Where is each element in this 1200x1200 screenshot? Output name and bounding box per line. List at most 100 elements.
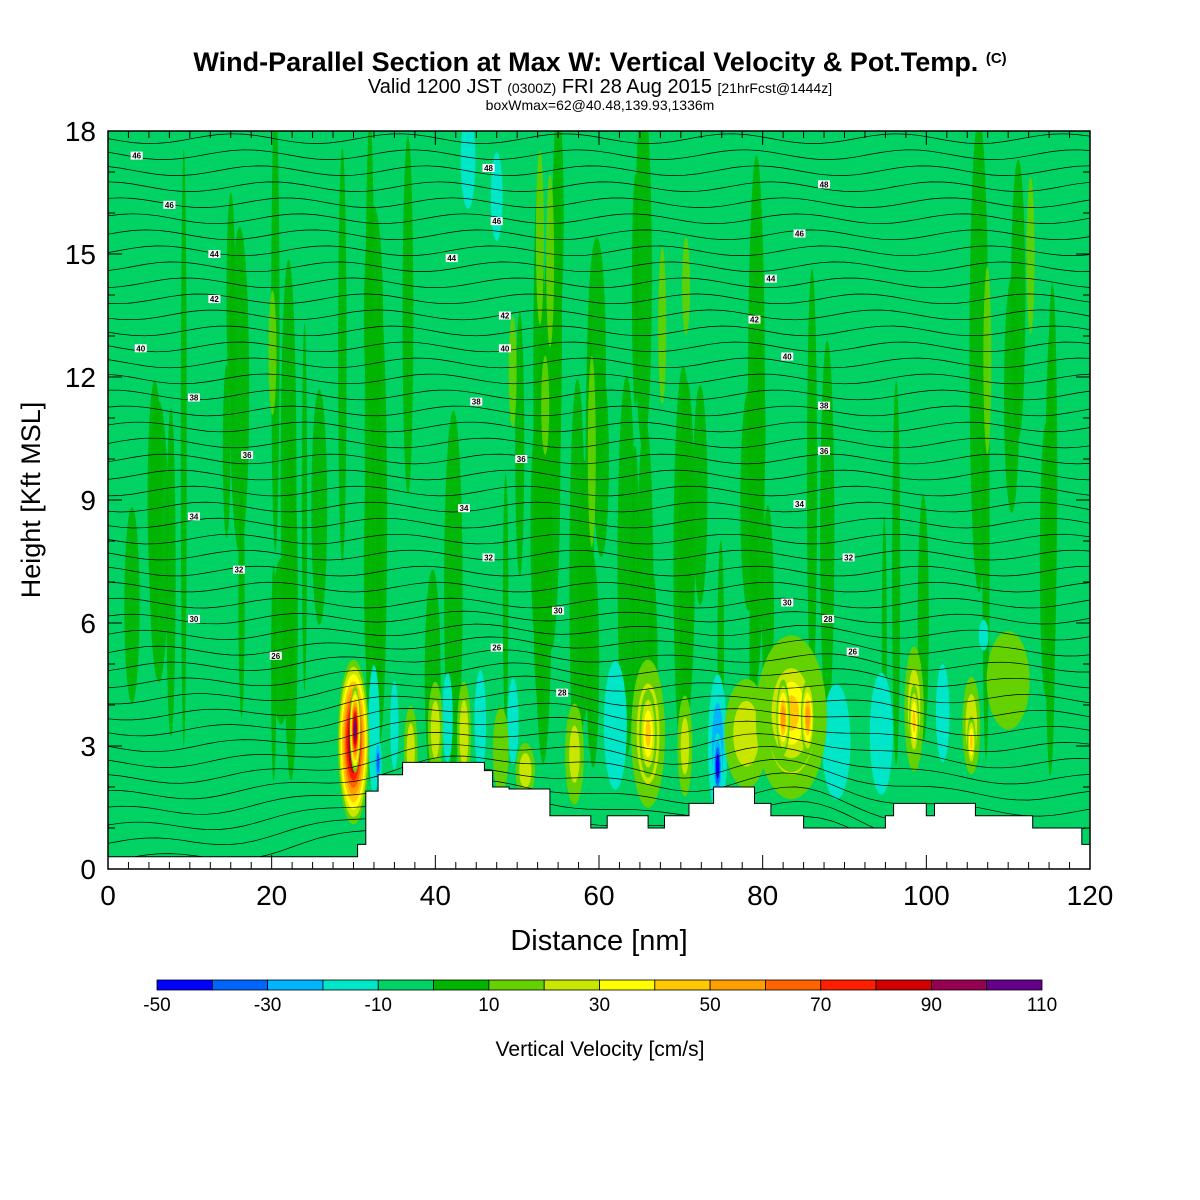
isentrope-label-box bbox=[793, 500, 806, 509]
isentrope-label-box bbox=[470, 397, 483, 406]
updraft-cell-contour bbox=[805, 705, 810, 730]
isentrope-label-box bbox=[552, 606, 565, 615]
weak-updraft-core bbox=[658, 247, 667, 405]
isentrope-line bbox=[108, 197, 1090, 208]
isentrope-label: 30 bbox=[783, 599, 792, 608]
isentrope-label-box bbox=[793, 229, 806, 238]
isentrope-line bbox=[108, 501, 1090, 513]
isentrope-label-box bbox=[822, 614, 835, 623]
isentrope-label: 36 bbox=[517, 455, 526, 464]
updraft-cell-contour bbox=[569, 725, 580, 783]
x-tick-label: 20 bbox=[256, 880, 287, 911]
isentrope-line bbox=[108, 102, 1090, 112]
isentrope-label: 46 bbox=[165, 201, 174, 210]
weak-updraft-core bbox=[546, 173, 555, 348]
box-info: boxWmax=62@40.48,139.93,1336m bbox=[485, 97, 715, 113]
isentrope-line bbox=[108, 229, 1090, 241]
isentrope-line bbox=[108, 533, 1090, 545]
colorbar-swatch bbox=[543, 979, 600, 991]
weak-updraft-streak bbox=[230, 226, 250, 553]
isentrope-line bbox=[108, 453, 1090, 465]
isentrope-line bbox=[108, 245, 1090, 257]
isentrope-label: 38 bbox=[189, 394, 198, 403]
valid-prefix: Valid 1200 JST bbox=[367, 76, 502, 98]
isentrope-line bbox=[108, 165, 1090, 176]
weak-updraft-streak bbox=[673, 365, 693, 763]
colorbar-title: Vertical Velocity [cm/s] bbox=[495, 1038, 705, 1061]
weak-updraft-streak bbox=[1047, 283, 1058, 673]
x-tick-label: 80 bbox=[747, 880, 778, 911]
colorbar-swatch bbox=[156, 979, 213, 991]
isentrope-label: 44 bbox=[210, 250, 219, 259]
isentrope-label: 26 bbox=[492, 644, 501, 653]
isentrope-line bbox=[108, 389, 1090, 401]
isentrope-label-box bbox=[818, 446, 831, 455]
x-axis-label: Distance [nm] bbox=[510, 925, 687, 957]
isentrope-label: 40 bbox=[136, 344, 145, 353]
isentrope-line bbox=[108, 437, 1090, 449]
isentrope-line bbox=[108, 581, 1090, 593]
isentrope-label-box bbox=[818, 180, 831, 189]
isentrope-label: 36 bbox=[243, 451, 252, 460]
weak-updraft-streak bbox=[311, 389, 328, 626]
forecast-info: [21hrFcst@1444z] bbox=[717, 80, 833, 96]
colorbar-swatch bbox=[709, 979, 766, 991]
isentrope-label: 30 bbox=[554, 607, 563, 616]
colorbar-swatch bbox=[654, 979, 711, 991]
updraft-cell-contour bbox=[354, 722, 357, 737]
colorbar-swatch bbox=[599, 979, 656, 991]
isentrope-line bbox=[108, 717, 1090, 753]
isentrope-label: 38 bbox=[820, 402, 829, 411]
y-axis-label: Height [Kft MSL] bbox=[16, 402, 46, 599]
colorbar-swatch bbox=[211, 979, 269, 991]
isentrope-label: 28 bbox=[824, 615, 833, 624]
isentrope-line bbox=[108, 357, 1090, 369]
weak-updraft-streak bbox=[149, 401, 169, 683]
downdraft-cell-contour bbox=[442, 672, 453, 763]
isentrope-label-box bbox=[241, 450, 254, 459]
colorbar-tick-label: 90 bbox=[920, 995, 942, 1016]
isentrope-label-box bbox=[781, 598, 794, 607]
copyright-mark: (C) bbox=[985, 50, 1007, 67]
isentrope-line bbox=[108, 213, 1090, 225]
plot-area: 26 28 26 30 30 30 28 26 32 32 32 34 34 34 36 36 36 38 38 38… bbox=[108, 102, 1090, 869]
isentrope-line bbox=[108, 181, 1090, 192]
colorbar-tick-label: -50 bbox=[143, 995, 171, 1016]
y-tick-label: 9 bbox=[80, 485, 96, 516]
isentrope-label-box bbox=[490, 217, 503, 226]
weak-updraft-streak bbox=[806, 268, 818, 691]
weak-updraft-streak bbox=[1004, 278, 1020, 513]
isentrope-label: 26 bbox=[271, 652, 280, 661]
x-tick-label: 0 bbox=[100, 880, 116, 911]
weak-updraft-core bbox=[983, 266, 992, 455]
weak-updraft-streak bbox=[631, 445, 640, 725]
isentrope-line bbox=[108, 149, 1090, 160]
x-tick-label: 40 bbox=[420, 880, 451, 911]
x-tick-label: 100 bbox=[903, 880, 950, 911]
isentrope-label: 34 bbox=[189, 512, 198, 521]
isentrope-label: 32 bbox=[844, 553, 853, 562]
downdraft-cell-contour bbox=[376, 752, 380, 773]
isentrope-label-box bbox=[764, 274, 777, 283]
colorbar-tick-label: 50 bbox=[699, 995, 721, 1016]
isentrope-label-box bbox=[208, 250, 221, 258]
weak-updraft-streak bbox=[166, 408, 176, 737]
colorbar-swatch bbox=[322, 979, 379, 991]
isentrope-line bbox=[108, 743, 1090, 785]
updraft-cell-contour bbox=[492, 707, 509, 794]
y-tick-label: 18 bbox=[65, 116, 96, 147]
chart-title: Wind-Parallel Section at Max W: Vertical… bbox=[0, 44, 1200, 77]
valid-utc: (0300Z) bbox=[507, 80, 557, 96]
isentrope-label-box bbox=[163, 200, 176, 209]
colorbar-swatch bbox=[875, 979, 932, 991]
colorbar-swatch bbox=[488, 979, 545, 991]
colorbar-tick-label: 70 bbox=[810, 995, 832, 1016]
isentrope-line bbox=[108, 517, 1090, 529]
weak-updraft-core bbox=[682, 237, 691, 335]
isentrope-line bbox=[108, 623, 1090, 641]
weak-updraft-streak bbox=[271, 564, 277, 782]
weak-updraft-streak bbox=[502, 473, 509, 728]
isentrope-label: 40 bbox=[500, 344, 509, 353]
isentrope-label-box bbox=[187, 614, 200, 623]
